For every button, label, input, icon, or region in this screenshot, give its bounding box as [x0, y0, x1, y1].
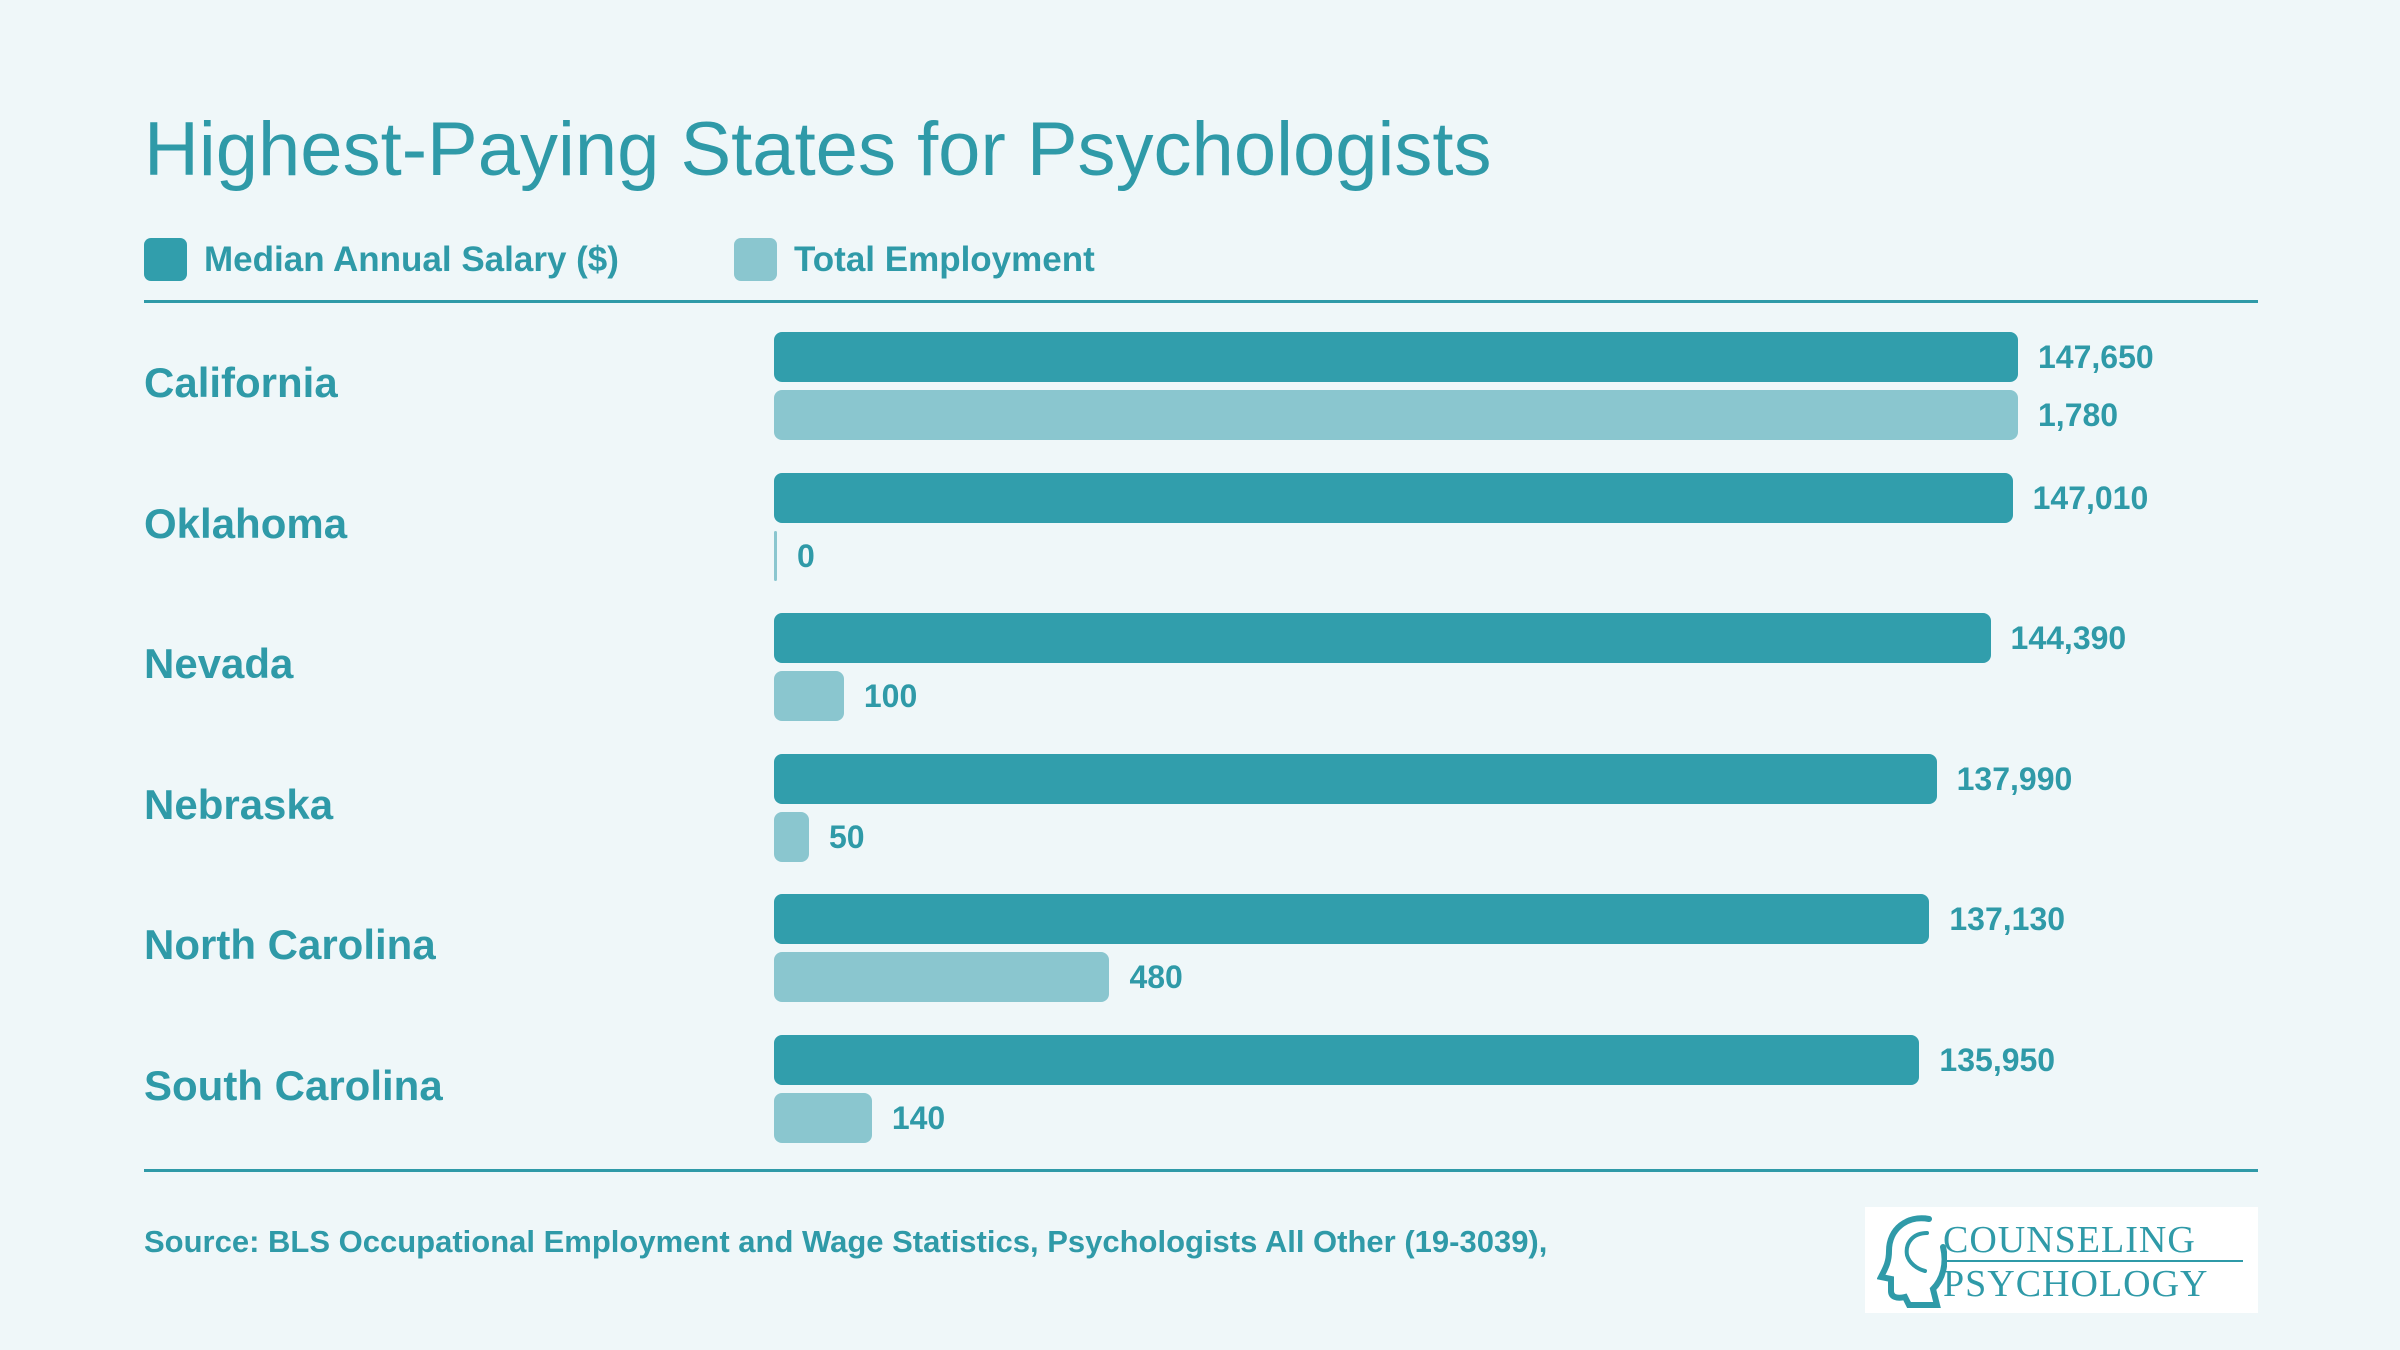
- data-label-salary-oklahoma: 147,010: [2032, 479, 2149, 516]
- legend-swatch-salary: [144, 238, 187, 281]
- data-label-employment-nevada: 100: [863, 678, 918, 714]
- data-label-salary-nevada: 144,390: [2010, 620, 2127, 656]
- bar-salary-oklahoma: [774, 472, 2013, 523]
- bar-employment-north-carolina: [774, 952, 1110, 1002]
- legend-item-employment: Total Employment: [734, 238, 1095, 281]
- bar-salary-south-carolina: [774, 1034, 1920, 1085]
- bar-employment-california: [774, 390, 2018, 440]
- data-label-employment-north-carolina: 480: [1129, 959, 1183, 995]
- top-divider: [144, 300, 2258, 303]
- chart-title: Highest-Paying States for Psychologists: [144, 107, 1492, 192]
- category-label-nebraska: Nebraska: [144, 780, 334, 828]
- legend-swatch-employment: [734, 238, 777, 281]
- data-label-salary-nebraska: 137,990: [1956, 760, 2073, 797]
- bar-salary-nebraska: [774, 753, 1937, 804]
- category-label-california: California: [144, 359, 338, 406]
- bottom-divider: [144, 1169, 2258, 1172]
- bar-salary-nevada: [774, 613, 1991, 663]
- logo-line-1: COUNSELING: [1943, 1219, 2196, 1261]
- data-label-employment-nebraska: 50: [828, 818, 865, 855]
- category-label-north-carolina: North Carolina: [144, 921, 436, 968]
- bar-salary-california: [774, 332, 2018, 382]
- data-label-employment-oklahoma: 0: [797, 537, 815, 574]
- legend-item-salary: Median Annual Salary ($): [144, 238, 619, 281]
- head-profile-icon: [1877, 1215, 1947, 1308]
- data-label-salary-north-carolina: 137,130: [1949, 901, 2066, 937]
- bar-employment-south-carolina: [774, 1092, 872, 1143]
- category-label-oklahoma: Oklahoma: [144, 499, 348, 547]
- logo-divider: [1943, 1260, 2243, 1262]
- legend-label-employment: Total Employment: [794, 239, 1095, 279]
- category-label-south-carolina: South Carolina: [144, 1061, 443, 1109]
- data-label-salary-california: 147,650: [2038, 339, 2154, 375]
- bar-employment-nevada: [774, 671, 844, 721]
- bar-employment-oklahoma: [774, 530, 777, 581]
- data-label-employment-south-carolina: 140: [891, 1099, 946, 1136]
- source-note: Source: BLS Occupational Employment and …: [144, 1224, 1548, 1259]
- counseling-psychology-logo: COUNSELING PSYCHOLOGY: [1865, 1207, 2258, 1313]
- data-label-employment-california: 1,780: [2038, 397, 2119, 433]
- bar-employment-nebraska: [774, 811, 809, 862]
- data-label-salary-south-carolina: 135,950: [1939, 1041, 2056, 1078]
- bar-salary-north-carolina: [774, 894, 1930, 944]
- logo-line-2: PSYCHOLOGY: [1943, 1263, 2209, 1305]
- legend-label-salary: Median Annual Salary ($): [204, 239, 619, 279]
- category-label-nevada: Nevada: [144, 640, 294, 687]
